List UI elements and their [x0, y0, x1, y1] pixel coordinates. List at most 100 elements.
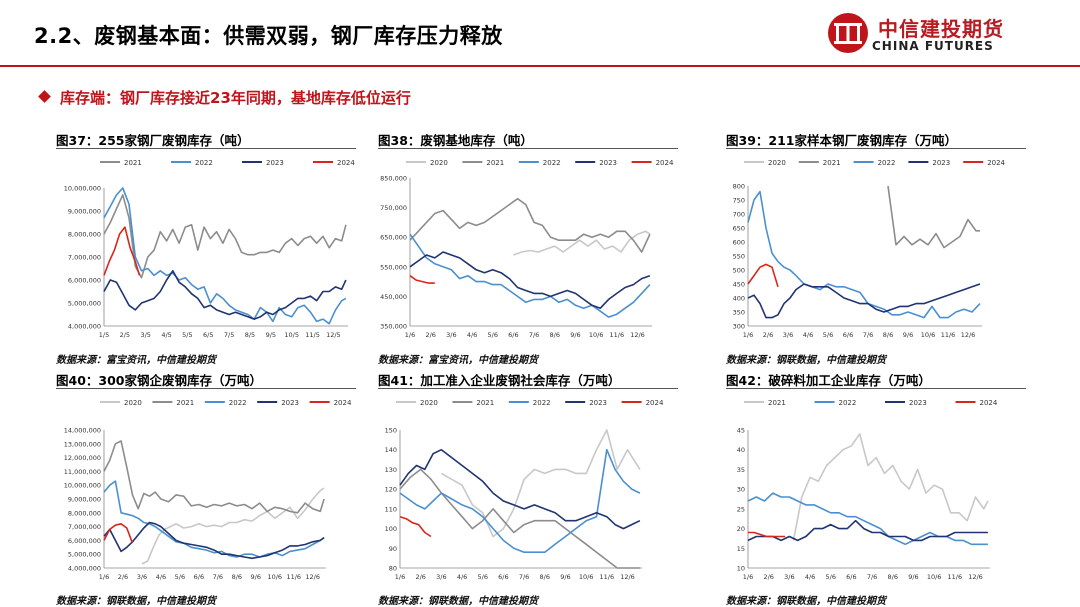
c41-legend-label: 2022 [533, 399, 551, 407]
c40-series-2022 [103, 480, 325, 558]
c41-legend-label: 2024 [646, 399, 664, 407]
c37-series-2021 [103, 194, 347, 279]
c40-chart: 2020 2021 2022 2023 2024 4,000,000 5,000,000 6,… [64, 399, 352, 581]
c41-x-tick-label: 3/6 [436, 573, 446, 581]
c41-y-tick-label: 120 [385, 486, 397, 494]
c38-chart: 2020 2021 2022 2023 2024 350,000 450,000 550,00… [380, 159, 674, 339]
c39-title-underline [726, 148, 1026, 149]
c42-x-tick-label: 12/6 [968, 573, 983, 581]
c42-chart: 2021 2022 2023 2024 10 15 20 25 30 35 40 45 1/6 2/6 3/… [737, 399, 998, 581]
c38-series-2024 [409, 275, 435, 284]
c39-legend-label: 2022 [878, 159, 896, 167]
c38-source: 数据来源：富宝资讯，中信建投期货 [378, 355, 538, 366]
c38-series-2020 [513, 230, 651, 256]
c39-chart: 2020 2021 2022 2023 2024 300 350 400 450 500 550 60… [733, 159, 1006, 339]
c40-y-tick-label: 9,000,000 [68, 496, 101, 504]
c42-x-tick-label: 10/6 [927, 573, 942, 581]
c38-legend-2020: 2020 [406, 159, 448, 167]
c37-legend-label: 2021 [124, 159, 142, 167]
c39-x-tick-label: 1/6 [743, 331, 753, 339]
c42-x-tick-label: 6/6 [846, 573, 856, 581]
c38-x-tick-label: 12/6 [630, 331, 645, 339]
c37-x-tick-label: 3/5 [140, 331, 150, 339]
c39-series-2023 [747, 283, 981, 319]
c39-legend-2021: 2021 [798, 159, 841, 167]
c41-x-tick-label: 7/6 [519, 573, 529, 581]
c38-y-tick-label: 850,000 [380, 175, 407, 183]
c42-x-tick-label: 5/6 [826, 573, 836, 581]
c41-series-2021 [399, 468, 640, 569]
c39-y-tick-label: 650 [733, 225, 745, 233]
c38-legend-2022: 2022 [518, 159, 561, 167]
c41-legend-label: 2021 [476, 399, 494, 407]
c41-y-tick-label: 80 [389, 565, 397, 573]
c41-x-tick-label: 9/6 [560, 573, 570, 581]
c40-x-tick-label: 4/6 [156, 573, 166, 581]
c37-y-tick-label: 7,000,000 [68, 254, 101, 262]
c40-x-tick-label: 7/6 [213, 573, 223, 581]
c41-series-2020 [441, 429, 641, 538]
c42-legend-2024: 2024 [955, 399, 998, 407]
c40-legend-label: 2020 [124, 399, 142, 407]
c42-y-tick-label: 25 [737, 505, 745, 513]
c42-y-tick-label: 10 [737, 565, 745, 573]
c40-legend-label: 2021 [176, 399, 194, 407]
c39-legend-2023: 2023 [908, 159, 950, 167]
c40-x-tick-label: 5/6 [175, 573, 185, 581]
c42-legend-label: 2024 [980, 399, 998, 407]
c39-y-tick-label: 750 [733, 197, 745, 205]
c38-x-tick-label: 3/6 [446, 331, 456, 339]
c39-x-tick-label: 8/6 [883, 331, 893, 339]
c41-x-tick-label: 6/6 [498, 573, 508, 581]
c40-legend-2020: 2020 [100, 399, 142, 407]
c38-x-tick-label: 6/6 [508, 331, 518, 339]
c38-x-tick-label: 4/6 [467, 331, 477, 339]
c40-y-tick-label: 6,000,000 [68, 537, 101, 545]
c42-series-2023 [747, 519, 988, 542]
c42-legend-label: 2021 [768, 399, 786, 407]
c41-x-tick-label: 5/6 [478, 573, 488, 581]
c38-x-tick-label: 5/6 [488, 331, 498, 339]
c39-series-2021 [887, 185, 980, 249]
c40-x-tick-label: 9/6 [251, 573, 261, 581]
c39-x-tick-label: 10/6 [921, 331, 936, 339]
c37-y-tick-label: 10,000,000 [64, 185, 101, 193]
c41-legend-2023: 2023 [565, 399, 607, 407]
c39-x-tick-label: 6/6 [843, 331, 853, 339]
c42-x-tick-label: 4/6 [805, 573, 815, 581]
page-title: 2.2、废钢基本面：供需双弱，钢厂库存压力释放 [34, 24, 503, 48]
c38-y-tick-label: 650,000 [380, 234, 407, 242]
c39-x-tick-label: 12/6 [961, 331, 976, 339]
c42-title: 图42：破碎料加工企业库存（万吨） [726, 373, 931, 388]
c42-x-tick-label: 1/6 [743, 573, 753, 581]
c37-x-tick-label: 8/5 [245, 331, 255, 339]
c39-x-tick-label: 5/6 [823, 331, 833, 339]
c41-legend-2021: 2021 [452, 399, 494, 407]
c42-source: 数据来源：钢联数据，中信建投期货 [726, 596, 886, 607]
c40-y-tick-label: 7,000,000 [68, 523, 101, 531]
c40-legend-label: 2022 [229, 399, 247, 407]
c40-y-tick-label: 4,000,000 [68, 565, 101, 573]
c42-series-2021 [792, 433, 989, 541]
c40-legend-2022: 2022 [204, 399, 247, 407]
c37-x-tick-label: 4/5 [161, 331, 171, 339]
c41-x-tick-label: 1/6 [395, 573, 405, 581]
c42-series-2024 [748, 531, 786, 538]
c41-legend-2020: 2020 [396, 399, 438, 407]
c37-y-tick-label: 5,000,000 [68, 300, 101, 308]
c38-legend-label: 2023 [599, 159, 617, 167]
c37-x-tick-label: 1/5 [99, 331, 109, 339]
c37-legend-2024: 2024 [313, 159, 355, 167]
c39-source: 数据来源：钢联数据，中信建投期货 [726, 355, 886, 366]
c37-series-2023 [103, 270, 347, 320]
c42-x-tick-label: 7/6 [867, 573, 877, 581]
c39-legend-label: 2024 [987, 159, 1005, 167]
c42-y-tick-label: 35 [737, 466, 745, 474]
c39-series-2022 [747, 190, 981, 319]
c40-title-underline [56, 388, 356, 389]
c39-y-tick-label: 450 [733, 281, 745, 289]
c38-x-tick-label: 1/6 [405, 331, 415, 339]
c39-legend-2020: 2020 [744, 159, 786, 167]
c38-legend-2023: 2023 [575, 159, 617, 167]
c42-y-tick-label: 45 [737, 427, 745, 435]
